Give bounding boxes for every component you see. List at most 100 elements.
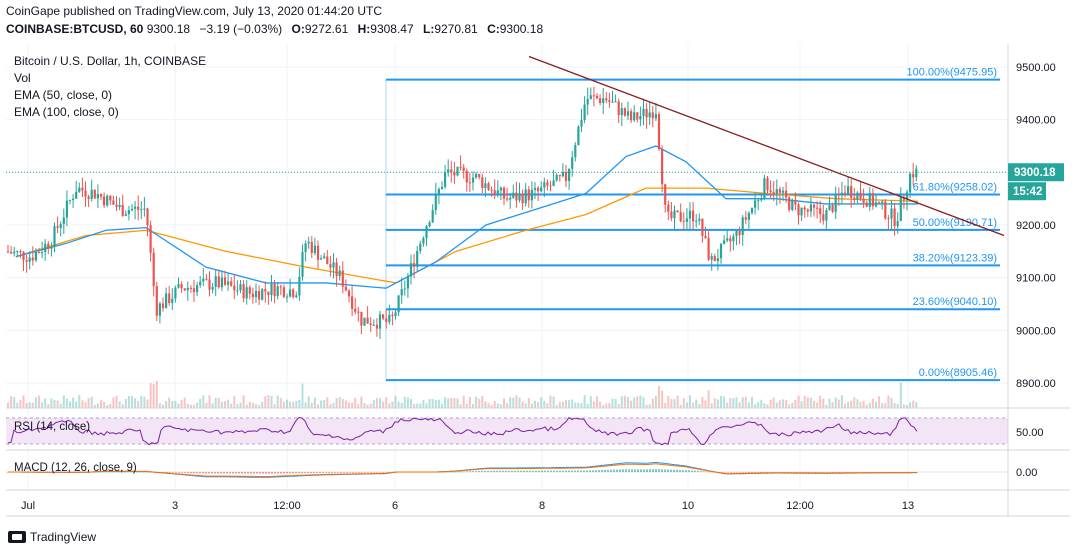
macd-hist-bar [847, 472, 849, 473]
volume-bar [837, 399, 840, 408]
volume-bar [369, 403, 372, 408]
macd-hist-bar [523, 470, 525, 472]
volume-bar [410, 399, 412, 408]
candle-body [763, 178, 766, 199]
macd-hist-bar [655, 469, 657, 472]
candle-body [623, 108, 626, 116]
volume-bar [589, 396, 592, 408]
candle-body [307, 241, 310, 244]
candle-body [871, 193, 874, 207]
volume-bar [661, 390, 664, 408]
volume-bar [118, 401, 121, 408]
candle-body [701, 218, 704, 236]
candle-body [161, 303, 165, 309]
candle-body [695, 220, 698, 222]
volume-bar [137, 400, 140, 408]
macd-hist-bar [820, 472, 822, 473]
candle-body [816, 207, 819, 209]
candle-body [781, 190, 785, 193]
macd-hist-bar [385, 472, 387, 473]
macd-hist-bar [697, 470, 699, 472]
volume-bar [605, 403, 608, 408]
rsi-pane: 50.00 [6, 416, 1044, 446]
candle-body [68, 199, 72, 201]
candle-body [735, 231, 738, 237]
candle-body [806, 209, 809, 212]
candle-body [413, 263, 416, 267]
volume-bar [248, 401, 251, 408]
candle-body [447, 169, 450, 173]
volume-bar [264, 396, 267, 408]
candle-body [233, 285, 236, 291]
macd-hist-bar [196, 472, 198, 474]
candle-body [75, 191, 78, 199]
candle-body [639, 116, 642, 120]
macd-hist-bar [121, 471, 123, 473]
volume-bar [884, 403, 887, 408]
macd-hist-bar [589, 470, 591, 472]
volume-bars [7, 381, 918, 408]
candle-body [744, 217, 747, 220]
macd-hist-bar [502, 470, 504, 472]
volume-bar [394, 395, 397, 408]
candle-body [10, 251, 13, 254]
candle-body [661, 149, 664, 185]
candle-body [692, 210, 695, 222]
candle-body [65, 200, 68, 218]
macd-hist-bar [286, 472, 288, 474]
volume-bar [301, 383, 304, 408]
macd-tick: 0.00 [1016, 467, 1037, 479]
tradingview-logo[interactable]: TradingView [8, 530, 96, 544]
candle-body [90, 189, 93, 199]
volume-bar [152, 383, 155, 408]
macd-hist-bar [514, 470, 516, 472]
macd-hist-bar [601, 470, 603, 472]
volume-bar [329, 404, 332, 408]
candle-body [843, 192, 847, 195]
candle-body [180, 284, 183, 289]
volume-bar [698, 404, 701, 408]
fib-level-label: 23.60%(9040.10) [913, 296, 997, 308]
volume-bar [44, 398, 47, 408]
volume-bar [596, 396, 598, 408]
volume-bar [388, 403, 391, 408]
candle-body [391, 314, 394, 316]
volume-bar [155, 381, 158, 408]
candle-body [630, 111, 633, 121]
candle-body [648, 112, 651, 118]
volume-bar [19, 400, 22, 408]
macd-hist-bar [709, 471, 711, 473]
macd-hist-bar [619, 469, 621, 472]
macd-hist-bar [142, 471, 144, 473]
volume-bar [695, 399, 698, 408]
candle-body [809, 204, 812, 212]
price-tick: 9100.00 [1016, 273, 1056, 285]
volume-bar [326, 397, 329, 408]
volume-bar [279, 397, 282, 408]
candle-body [409, 263, 413, 277]
macd-hist-bar [277, 472, 279, 474]
candle-body [847, 186, 850, 195]
macd-hist-bar [511, 470, 513, 472]
candle-body [899, 197, 902, 222]
candle-body [602, 98, 605, 103]
macd-hist-bar [184, 472, 186, 473]
candle-body [174, 287, 177, 299]
candle-body [657, 114, 661, 150]
candle-body [375, 324, 378, 329]
macd-hist-bar [577, 470, 579, 472]
candle-body [152, 252, 155, 287]
volume-bar [490, 404, 493, 408]
macd-hist-bar [751, 472, 753, 473]
macd-hist-bar [592, 470, 594, 472]
candle-body [19, 251, 22, 253]
candle-body [385, 318, 388, 322]
candle-body [905, 192, 909, 200]
candle-body [868, 193, 871, 207]
volume-bar [84, 402, 87, 408]
macd-hist-bar [193, 472, 195, 474]
macd-hist-bar [445, 471, 447, 473]
volume-bar [112, 397, 115, 408]
macd-hist-bar [232, 472, 234, 474]
